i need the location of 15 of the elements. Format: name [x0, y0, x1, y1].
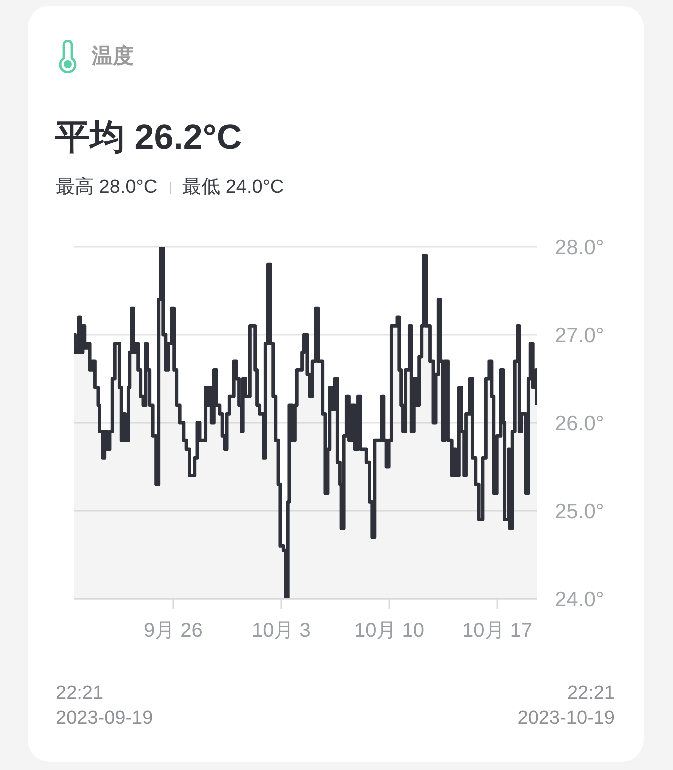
y-tick-label: 28.0°: [555, 236, 604, 260]
text: 22:21 2023-09-19: [56, 683, 154, 729]
y-tick-label: 24.0°: [555, 588, 604, 612]
y-tick-label: 25.0°: [555, 500, 604, 524]
y-tick-label: 27.0°: [555, 324, 604, 348]
text: 最高 28.0°C: [56, 176, 158, 200]
chart-subtitle: 平均 26.2°C: [55, 118, 242, 157]
chart-title: 温度: [92, 45, 134, 68]
x-tick-label: 10月 17: [462, 620, 533, 642]
x-tick-label: 10月 3: [252, 620, 311, 642]
text: 22:21 2023-10-19: [518, 683, 615, 729]
text: 最低 24.0°C: [182, 176, 284, 200]
x-tick-label: 9月 26: [144, 620, 203, 642]
x-tick-label: 10月 10: [354, 620, 425, 642]
y-tick-label: 26.0°: [555, 412, 604, 436]
